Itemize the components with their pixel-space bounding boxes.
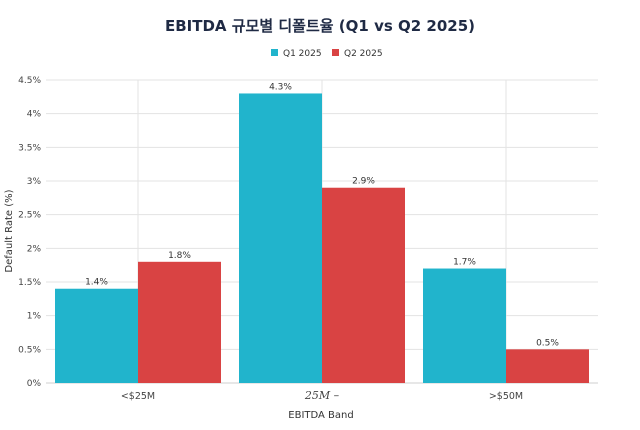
data-label: 1.8%	[168, 251, 191, 261]
x-tick-label: <$25M	[121, 391, 155, 402]
y-axis-title: Default Rate (%)	[4, 189, 15, 272]
legend-swatch-q2	[332, 49, 339, 56]
y-tick-label: 2%	[27, 244, 42, 254]
y-tick-label: 1%	[27, 312, 42, 322]
chart-title: EBITDA 규모별 디폴트율 (Q1 vs Q2 2025)	[165, 17, 475, 35]
y-tick-label: 0%	[27, 379, 42, 389]
legend-label-q1: Q1 2025	[283, 49, 322, 59]
x-tick-label: >$50M	[489, 391, 523, 402]
y-axis-ticks: 0% 0.5% 1% 1.5% 2% 2.5% 3% 3.5% 4% 4.5%	[18, 76, 41, 389]
data-label: 0.5%	[536, 338, 559, 348]
legend-swatch-q1	[271, 49, 278, 56]
x-axis-ticks: <$25M 25M – >$50M	[121, 389, 523, 402]
data-label: 4.3%	[269, 82, 292, 92]
y-tick-label: 1.5%	[18, 278, 41, 288]
bar-q2-0	[138, 261, 221, 383]
bars	[55, 93, 589, 383]
y-tick-label: 0.5%	[18, 345, 41, 355]
data-label: 1.4%	[85, 278, 108, 288]
y-tick-label: 3.5%	[18, 143, 41, 153]
y-tick-label: 2.5%	[18, 211, 41, 221]
data-label: 2.9%	[352, 177, 375, 187]
legend-label-q2: Q2 2025	[344, 49, 383, 59]
x-axis-title: EBITDA Band	[288, 410, 353, 421]
bar-q1-1	[239, 93, 322, 383]
y-tick-label: 4.5%	[18, 76, 41, 86]
bar-q1-0	[55, 288, 138, 383]
data-label: 1.7%	[453, 258, 476, 268]
bar-q1-2	[423, 268, 506, 383]
y-tick-label: 3%	[27, 177, 42, 187]
legend: Q1 2025 Q2 2025	[271, 49, 383, 59]
y-tick-label: 4%	[27, 110, 42, 120]
data-labels: 1.4% 1.8% 4.3% 2.9% 1.7% 0.5%	[85, 82, 559, 348]
x-tick-label: 25M –	[304, 389, 340, 402]
bar-q2-2	[506, 349, 589, 383]
bar-q2-1	[322, 187, 405, 383]
